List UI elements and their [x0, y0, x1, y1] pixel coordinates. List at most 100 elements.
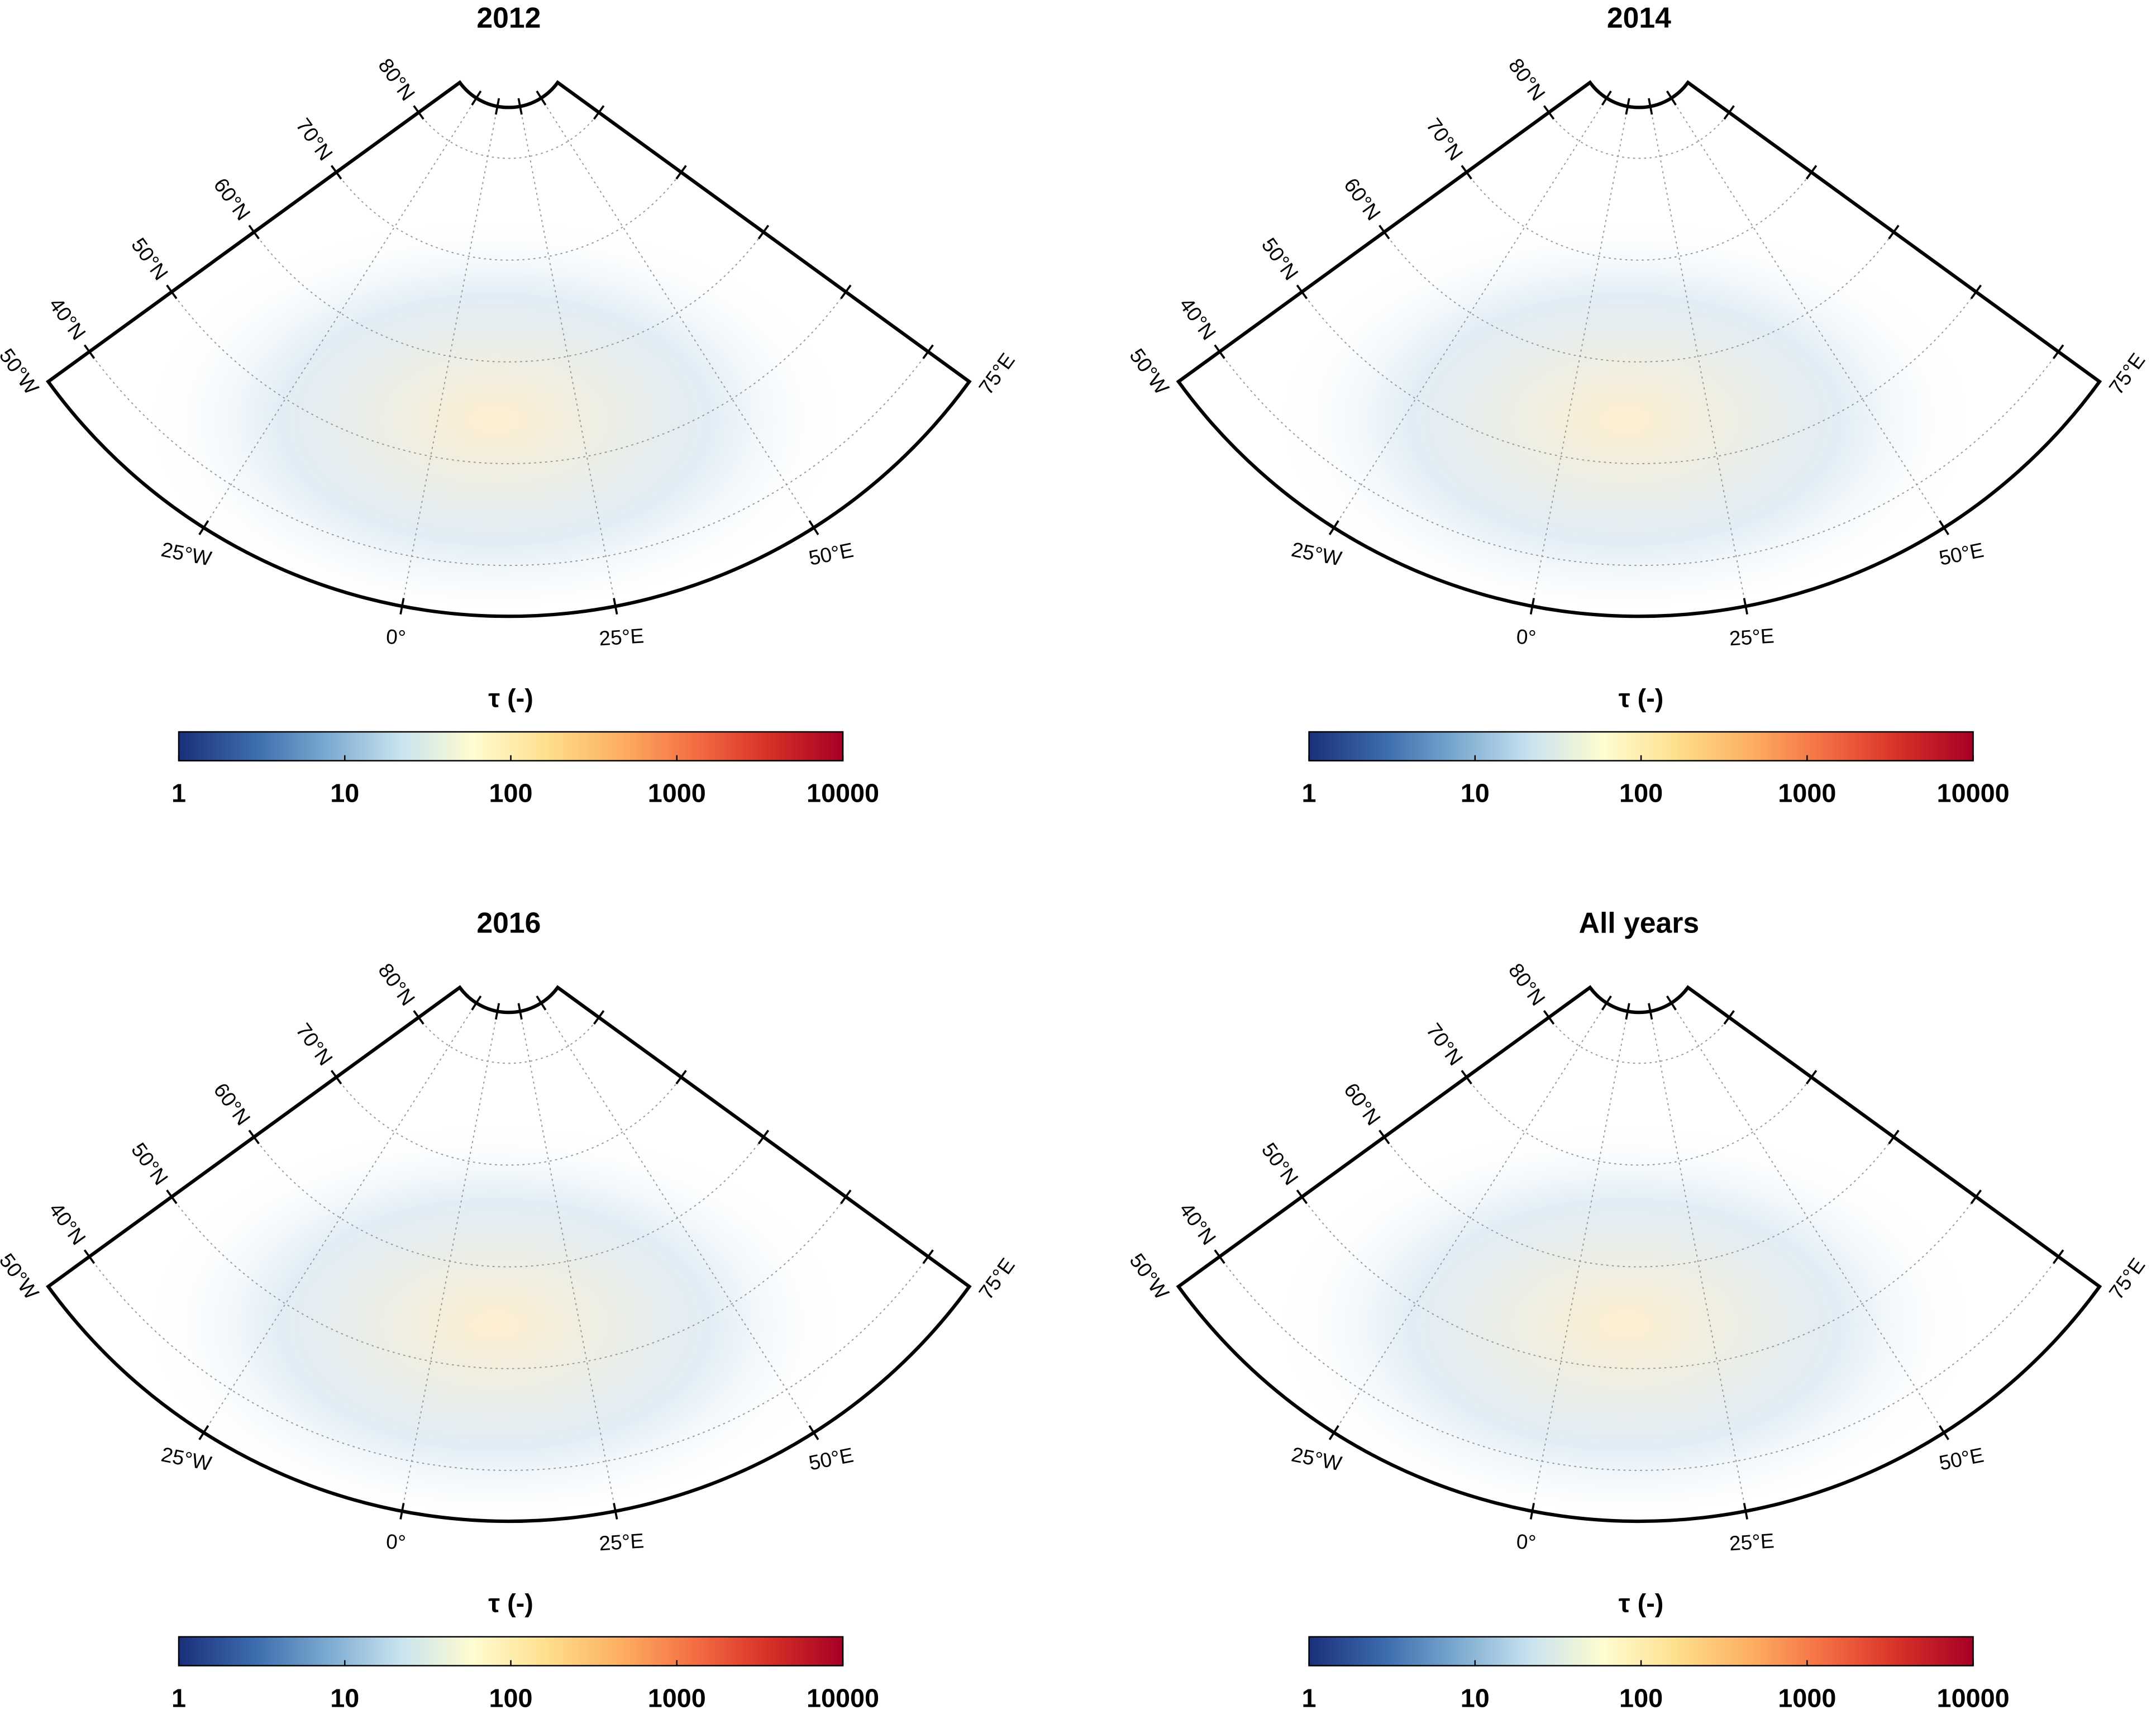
- colorbar-tick-label: 1000: [1778, 779, 1836, 808]
- lon-tick: [1939, 520, 1949, 536]
- lat-tick: [1888, 225, 1900, 240]
- colorbar-label: τ (-): [488, 684, 533, 713]
- lat-tick: [1723, 1010, 1735, 1025]
- colorbar-label: τ (-): [488, 1588, 533, 1617]
- parallel: [1301, 291, 1977, 464]
- lat-label: 70°N: [292, 114, 337, 165]
- lon-tick: [1328, 1425, 1339, 1440]
- meridian: [1671, 97, 1945, 529]
- lat-tick: [1970, 284, 1982, 299]
- lat-tick: [1378, 1130, 1390, 1145]
- lat-tick: [757, 1130, 770, 1145]
- lon-tick: [1529, 1503, 1535, 1520]
- colorbar-tick-label: 10000: [807, 779, 879, 808]
- lat-tick: [1296, 284, 1308, 299]
- lon-label: 0°: [385, 625, 407, 649]
- lon-label: 50°W: [1125, 344, 1174, 399]
- lat-tick: [922, 344, 934, 359]
- lat-tick: [840, 284, 852, 299]
- lat-tick: [330, 1070, 342, 1085]
- meridian: [519, 106, 616, 607]
- colorbar-tick-label: 10: [330, 779, 359, 808]
- lat-tick: [1888, 1130, 1900, 1145]
- lon-label: 25°E: [1729, 1529, 1775, 1555]
- lat-label: 50°N: [127, 1139, 173, 1189]
- colorbar-tick-label: 10000: [807, 1683, 879, 1712]
- panel: All years 40°N 50°N 60°N 70°N 80°N 50°W 25°W 0° 2…: [1125, 906, 2149, 1712]
- lon-label: 0°: [385, 1530, 407, 1554]
- panel: 2016 40°N 50°N 60°N 70°N 80°N 50°W 25°W 0° 25°E 50…: [0, 906, 1019, 1712]
- parallel: [1548, 1017, 1730, 1064]
- colorbar-label: τ (-): [1619, 1588, 1664, 1617]
- panel-title: 2016: [476, 906, 541, 939]
- lon-label: 50°W: [1125, 1249, 1174, 1304]
- lon-label: 75°E: [974, 349, 1019, 399]
- lat-tick: [922, 1249, 934, 1264]
- lat-tick: [1543, 1010, 1555, 1025]
- colorbar-tick-label: 100: [489, 779, 533, 808]
- lat-tick: [83, 1249, 96, 1264]
- panel: 2012 40°N 50°N 60°N 70°N 80°N 50°W 25°W 0° 25°E 50…: [0, 2, 1019, 808]
- colorbar-tick-label: 1000: [648, 1683, 706, 1712]
- lon-tick: [517, 1003, 523, 1020]
- panel: 2014 40°N 50°N 60°N 70°N 80°N 50°W 25°W 0° 25°E 50…: [1125, 2, 2149, 808]
- colorbar-tick-label: 100: [1619, 779, 1663, 808]
- lon-tick: [808, 1425, 819, 1440]
- meridian: [541, 97, 814, 529]
- colorbar-label: τ (-): [1619, 684, 1664, 713]
- colorbar-tick-label: 1: [171, 779, 186, 808]
- lon-tick: [471, 91, 482, 106]
- lat-label: 50°N: [1257, 234, 1303, 284]
- lat-label: 60°N: [1339, 174, 1385, 225]
- parallel: [171, 291, 847, 464]
- lon-tick: [517, 98, 523, 115]
- meridian: [1671, 1002, 1945, 1433]
- lon-tick: [613, 598, 618, 615]
- lat-tick: [330, 165, 342, 180]
- lat-label: 40°N: [45, 293, 90, 344]
- lon-label: 0°: [1516, 1530, 1537, 1554]
- lon-label: 75°E: [2105, 349, 2149, 399]
- lat-tick: [413, 1010, 424, 1025]
- meridian: [1333, 1002, 1608, 1433]
- colorbar-tick-label: 10000: [1937, 1683, 2010, 1712]
- meridian: [1649, 1011, 1747, 1512]
- parallel: [1548, 112, 1730, 159]
- lat-label: 60°N: [209, 1079, 255, 1130]
- lon-tick: [1328, 520, 1339, 536]
- lon-tick: [198, 1425, 209, 1440]
- lat-label: 80°N: [374, 54, 419, 105]
- lon-label: 50°E: [1937, 539, 1986, 570]
- lon-label: 50°W: [0, 344, 43, 399]
- density-haze: [137, 192, 853, 606]
- parallel: [1301, 1196, 1977, 1369]
- lon-tick: [1666, 995, 1677, 1011]
- lat-tick: [1214, 344, 1225, 359]
- lon-tick: [1625, 98, 1630, 115]
- lat-label: 80°N: [374, 959, 419, 1010]
- lon-tick: [494, 98, 500, 115]
- parallel: [418, 112, 599, 159]
- colorbar-tick-label: 100: [1619, 1683, 1663, 1712]
- meridian: [203, 97, 477, 529]
- map-frame: [46, 80, 972, 618]
- lon-tick: [1666, 91, 1677, 106]
- parallel: [336, 172, 682, 261]
- meridian: [401, 1011, 498, 1512]
- colorbar-tick-label: 10: [330, 1683, 359, 1712]
- lon-label: 50°E: [1937, 1444, 1986, 1475]
- parallel: [171, 1196, 847, 1369]
- lat-label: 40°N: [1175, 293, 1220, 344]
- meridian: [401, 106, 498, 607]
- map-frame: [1176, 80, 2102, 618]
- lon-label: 25°E: [598, 624, 645, 650]
- map-frame: [1176, 985, 2102, 1523]
- lat-label: 70°N: [1422, 1019, 1467, 1070]
- meridian: [1649, 106, 1747, 607]
- lon-label: 25°W: [1290, 538, 1344, 570]
- lat-label: 40°N: [45, 1198, 90, 1249]
- lat-label: 70°N: [292, 1019, 337, 1070]
- colorbar-tick-label: 1: [171, 1683, 186, 1712]
- lon-tick: [1648, 1003, 1653, 1020]
- meridian: [1532, 1011, 1629, 1512]
